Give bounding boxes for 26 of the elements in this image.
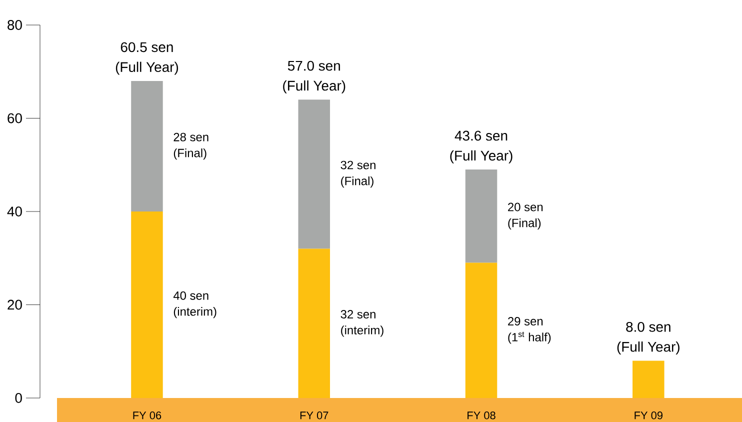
annotation: 29 sen (1$^{st}$ half) xyxy=(508,317,551,344)
annotation: 32 sen (Final) xyxy=(340,160,376,188)
annotation: 40 sen (interim) xyxy=(173,291,216,318)
annotation: 28 sen (Final) xyxy=(174,132,208,160)
y-tick-label: 0 xyxy=(15,393,22,403)
bar xyxy=(632,360,664,398)
x-tick-label: FY 07 xyxy=(300,412,328,420)
bar xyxy=(131,212,163,398)
bar xyxy=(465,170,498,263)
bar xyxy=(131,80,163,212)
bar xyxy=(298,248,330,398)
y-tick-label: 20 xyxy=(8,300,22,310)
annotation: 20 sen (Final) xyxy=(508,202,543,230)
annotation: 8.0 sen (Full Year) xyxy=(617,322,680,355)
y-tick-label: 60 xyxy=(8,113,22,124)
x-tick-label: FY 09 xyxy=(634,412,662,420)
x-tick-label: FY 06 xyxy=(133,412,162,420)
annotation: 60.5 sen (Full Year) xyxy=(116,42,178,75)
bar xyxy=(465,262,498,398)
y-tick-label: 40 xyxy=(7,206,22,216)
annotation: 57.0 sen (Full Year) xyxy=(283,60,346,94)
annotation: 32 sen (interim) xyxy=(340,310,384,337)
annotation: 43.6 sen (Full Year) xyxy=(450,130,512,164)
y-tick-label: 80 xyxy=(8,20,22,30)
x-tick-label: FY 08 xyxy=(468,412,496,420)
bar xyxy=(298,100,330,249)
